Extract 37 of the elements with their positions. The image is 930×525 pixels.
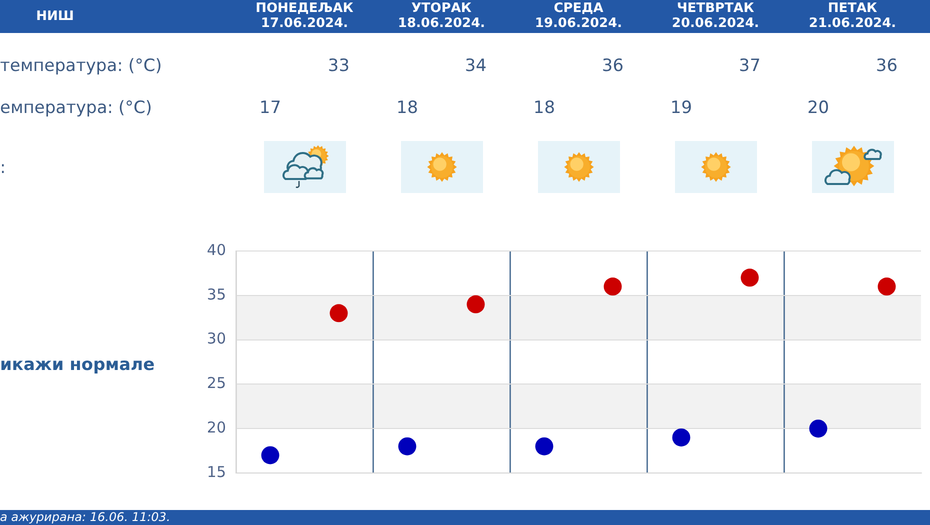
text: ПОНЕДЕЉАК 17.06.2024. — [254, 1, 354, 31]
point — [878, 278, 896, 296]
data-label: 17 — [258, 97, 282, 120]
text: СРЕДА 19.06.2024. — [534, 1, 624, 31]
y-tick-label: 15 — [206, 462, 226, 481]
y-tick-label: 35 — [206, 285, 226, 304]
text: ПЕТАК 21.06.2024. — [808, 1, 898, 31]
y-tick-label: 30 — [206, 330, 226, 348]
data-label: 18 — [532, 97, 556, 120]
data-label: 36 — [874, 55, 899, 78]
point — [740, 268, 759, 287]
data-label: 19 — [669, 97, 694, 120]
point — [398, 437, 416, 456]
point — [604, 278, 622, 296]
data-label: 33 — [326, 55, 351, 78]
point — [466, 295, 485, 314]
text: температура: (°C) — [0, 55, 162, 78]
point — [535, 437, 554, 456]
point — [809, 420, 828, 438]
data-label: 37 — [738, 55, 762, 78]
text: икажи нормале — [0, 354, 155, 377]
data-label: 20 — [806, 97, 830, 120]
text: а ажурирана: 16.06. 11:03. — [0, 510, 170, 525]
text: ЧЕТВРТАК 20.06.2024. — [670, 1, 760, 31]
y-tick-label: 20 — [206, 418, 226, 436]
text: : — [0, 157, 6, 180]
point — [330, 304, 348, 322]
text: НИШ — [35, 8, 75, 26]
data-label: 18 — [395, 97, 420, 120]
text: УТОРАК 18.06.2024. — [396, 1, 486, 31]
data-label: 36 — [600, 55, 625, 78]
y-tick-label: 40 — [206, 240, 226, 259]
data-label: 34 — [464, 55, 488, 78]
point — [672, 428, 690, 446]
y-tick-label: 25 — [206, 374, 226, 392]
text: емпература: (°C) — [0, 97, 152, 120]
point — [261, 446, 280, 464]
